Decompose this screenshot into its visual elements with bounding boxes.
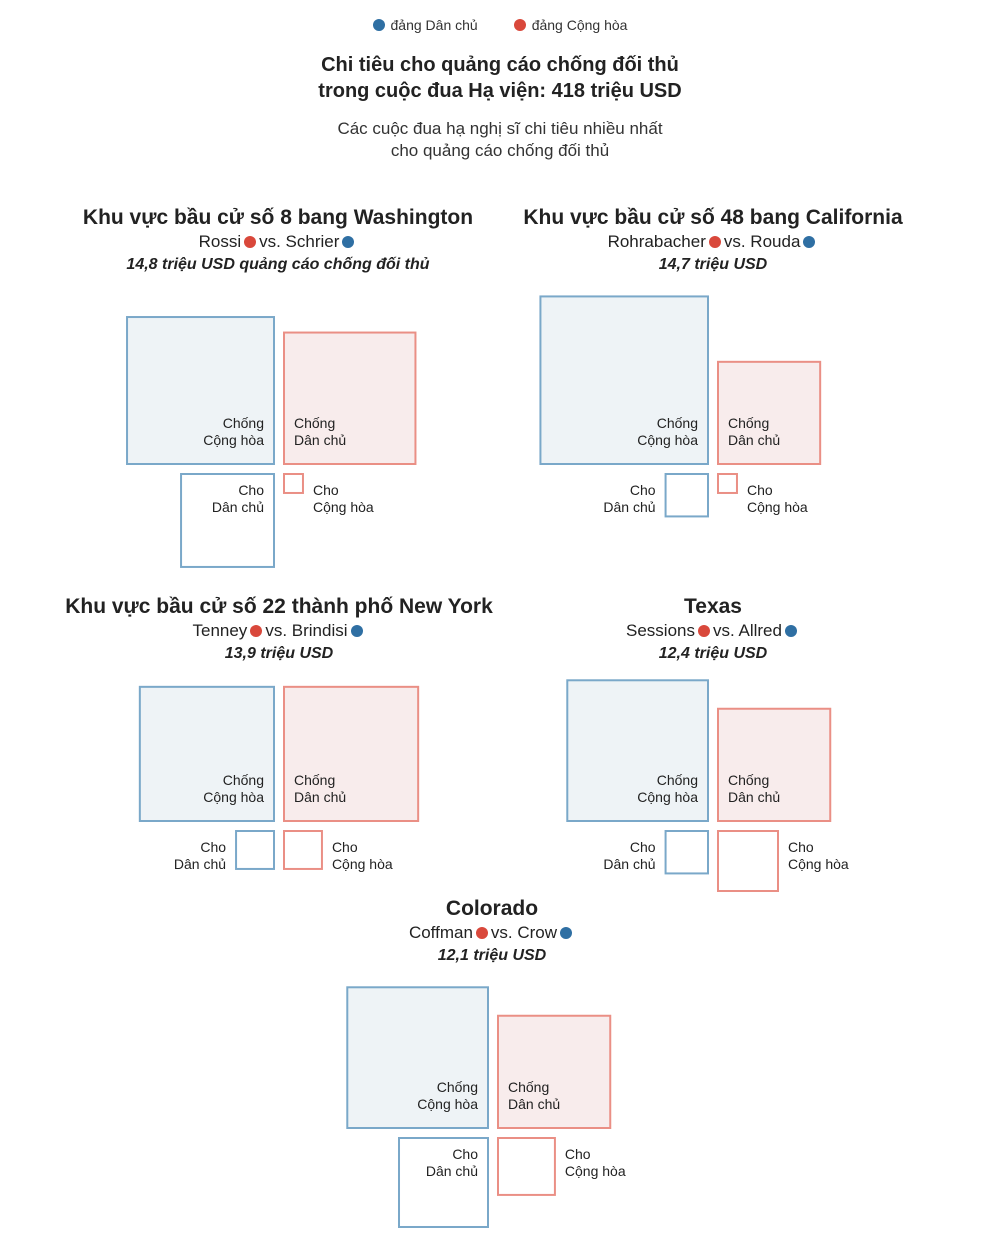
race-header-new-york: Khu vực bầu cử số 22 thành phố New York … xyxy=(49,594,509,666)
republican-dot-icon xyxy=(250,624,263,637)
republican-candidate: Rossi xyxy=(198,232,242,251)
race-total: 14,7 triệu USD xyxy=(658,256,768,273)
republican-candidate: Rohrabacher xyxy=(607,232,706,251)
chart-title-line: Chi tiêu cho quảng cáo chống đối thủ xyxy=(321,54,679,76)
pro-republican-label: Cho Cộng hòa xyxy=(747,482,808,515)
race-candidates: Rossi vs. Schrier xyxy=(48,231,508,253)
anti-republican-square xyxy=(566,679,710,823)
race-name: Texas xyxy=(684,595,742,618)
legend-item-democrat: đảng Dân chủ xyxy=(372,17,478,33)
anti-republican-label: Chống Cộng hòa xyxy=(203,415,264,448)
race-total: 14,8 triệu USD quảng cáo chống đối thủ xyxy=(126,256,430,273)
chart-subtitle: Các cuộc đua hạ nghị sĩ chi tiêu nhiều n… xyxy=(0,118,1000,162)
anti-republican-label: Chống Cộng hòa xyxy=(637,772,698,805)
anti-republican-square xyxy=(138,685,275,823)
anti-democrat-label: Chống Dân chủ xyxy=(294,415,346,448)
anti-republican-square xyxy=(126,316,276,465)
race-candidates: Sessions vs. Allred xyxy=(483,620,943,642)
pro-democrat-label: Cho Dân chủ xyxy=(603,839,655,872)
democrat-dot-icon xyxy=(342,235,355,248)
race-total: 12,4 triệu USD xyxy=(658,645,768,662)
anti-democrat-label: Chống Dân chủ xyxy=(294,772,346,805)
anti-democrat-square xyxy=(717,360,822,465)
chart-subtitle-line: Các cuộc đua hạ nghị sĩ chi tiêu nhiều n… xyxy=(337,119,663,138)
democrat-dot-icon xyxy=(560,926,573,939)
anti-democrat-label: Chống Dân chủ xyxy=(728,772,780,805)
anti-democrat-square xyxy=(283,685,420,823)
anti-democrat-square xyxy=(717,707,832,823)
republican-candidate: Coffman xyxy=(408,923,473,942)
race-candidates: Rohrabacher vs. Rouda xyxy=(483,231,943,253)
race-total: 13,9 triệu USD xyxy=(224,645,334,662)
chart-subtitle-line: cho quảng cáo chống đối thủ xyxy=(390,141,610,160)
race-header-washington: Khu vực bầu cử số 8 bang Washington Ross… xyxy=(48,205,508,277)
race-header-colorado: Colorado Coffman vs. Crow 12,1 triệu USD xyxy=(262,896,722,968)
pro-republican-label: Cho Cộng hòa xyxy=(313,482,374,515)
republican-dot-icon xyxy=(708,235,721,248)
republican-dot-icon xyxy=(475,926,488,939)
pro-democrat-square xyxy=(180,473,275,568)
race-header-california: Khu vực bầu cử số 48 bang California Roh… xyxy=(483,205,943,277)
republican-dot-icon xyxy=(698,624,710,637)
pro-democrat-square xyxy=(235,830,276,870)
pro-republican-label: Cho Cộng hòa xyxy=(788,839,849,872)
democrat-dot-icon xyxy=(784,624,797,637)
anti-republican-square xyxy=(346,986,490,1130)
pro-republican-square xyxy=(283,473,304,494)
pro-democrat-square xyxy=(398,1137,489,1228)
pro-democrat-label: Cho Dân chủ xyxy=(212,482,264,515)
anti-democrat-square xyxy=(497,1014,612,1130)
democrat-candidate: vs. Brindisi xyxy=(265,621,348,640)
anti-republican-label: Chống Cộng hòa xyxy=(637,415,698,448)
anti-republican-label: Chống Cộng hòa xyxy=(203,772,264,805)
legend: đảng Dân chủ đảng Cộng hòa xyxy=(0,17,1000,33)
democrat-candidate: vs. Crow xyxy=(490,923,558,942)
race-name: Khu vực bầu cử số 8 bang Washington xyxy=(82,206,474,229)
pro-republican-square xyxy=(717,830,779,892)
race-total: 12,1 triệu USD xyxy=(437,947,547,964)
pro-democrat-square xyxy=(664,473,710,518)
pro-democrat-square xyxy=(664,830,710,875)
pro-republican-square xyxy=(717,473,738,494)
race-candidates: Coffman vs. Crow xyxy=(262,922,722,944)
pro-republican-label: Cho Cộng hòa xyxy=(332,839,393,872)
race-candidates: Tenney vs. Brindisi xyxy=(49,620,509,642)
legend-label: đảng Dân chủ xyxy=(390,17,478,33)
race-header-texas: Texas Sessions vs. Allred 12,4 triệu USD xyxy=(483,594,943,666)
democrat-candidate: vs. Rouda xyxy=(723,232,801,251)
pro-democrat-label: Cho Dân chủ xyxy=(603,482,655,515)
legend-label: đảng Cộng hòa xyxy=(531,17,628,33)
republican-dot-icon xyxy=(244,235,257,248)
democrat-dot-icon xyxy=(803,235,816,248)
democrat-dot-icon xyxy=(350,624,363,637)
race-name: Khu vực bầu cử số 48 bang California xyxy=(523,206,903,229)
legend-item-republican: đảng Cộng hòa xyxy=(513,17,628,33)
chart-title: Chi tiêu cho quảng cáo chống đối thủ tro… xyxy=(0,52,1000,104)
pro-republican-label: Cho Cộng hòa xyxy=(565,1146,626,1179)
republican-candidate: Tenney xyxy=(192,621,248,640)
anti-democrat-label: Chống Dân chủ xyxy=(508,1079,560,1112)
anti-democrat-label: Chống Dân chủ xyxy=(728,415,780,448)
race-name: Colorado xyxy=(445,897,539,920)
pro-democrat-label: Cho Dân chủ xyxy=(426,1146,478,1179)
pro-republican-square xyxy=(283,830,323,870)
democrat-candidate: vs. Schrier xyxy=(259,232,340,251)
democrat-candidate: vs. Allred xyxy=(713,621,782,640)
democrat-dot-icon xyxy=(372,19,385,31)
chart-title-line: trong cuộc đua Hạ viện: 418 triệu USD xyxy=(318,80,682,102)
republican-candidate: Sessions xyxy=(626,621,695,640)
anti-democrat-square xyxy=(283,331,417,466)
anti-republican-square xyxy=(539,295,710,465)
pro-republican-square xyxy=(497,1137,556,1196)
republican-dot-icon xyxy=(513,19,526,31)
race-name: Khu vực bầu cử số 22 thành phố New York xyxy=(65,595,493,618)
anti-republican-label: Chống Cộng hòa xyxy=(417,1079,478,1112)
pro-democrat-label: Cho Dân chủ xyxy=(174,839,226,872)
